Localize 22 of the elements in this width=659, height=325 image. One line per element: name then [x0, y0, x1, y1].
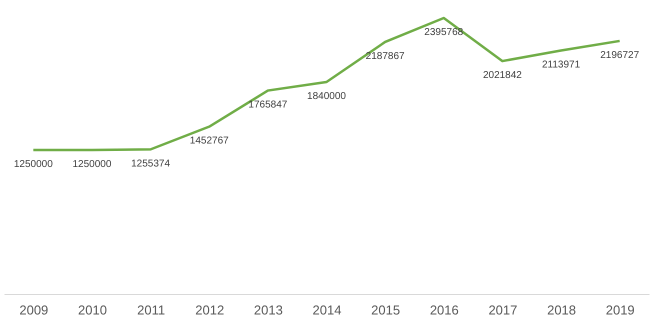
x-tick-label: 2009: [19, 302, 48, 318]
x-tick-label: 2013: [254, 302, 283, 318]
x-tick-label: 2012: [195, 302, 224, 318]
data-label: 1452767: [190, 136, 230, 147]
x-tick-label: 2016: [430, 302, 459, 318]
x-tick-label: 2015: [371, 302, 400, 318]
x-tick-label: 2011: [137, 302, 166, 318]
data-label: 1255374: [131, 158, 170, 170]
data-label: 1765847: [248, 100, 288, 111]
x-tick-label: 2010: [78, 302, 107, 318]
data-label: 2187867: [366, 50, 406, 62]
data-label: 2196727: [600, 50, 640, 61]
x-tick-label: 2017: [488, 302, 518, 318]
data-label: 1250000: [72, 158, 112, 170]
data-label: 1840000: [307, 91, 346, 102]
data-label: 2395768: [424, 27, 464, 38]
data-label: 1250000: [14, 158, 54, 170]
x-tick-label: 2014: [312, 302, 342, 318]
x-tick-label: 2018: [547, 302, 576, 318]
data-label: 2021842: [482, 70, 522, 82]
x-tick-label: 2019: [606, 302, 635, 318]
data-label: 2113971: [542, 59, 581, 70]
